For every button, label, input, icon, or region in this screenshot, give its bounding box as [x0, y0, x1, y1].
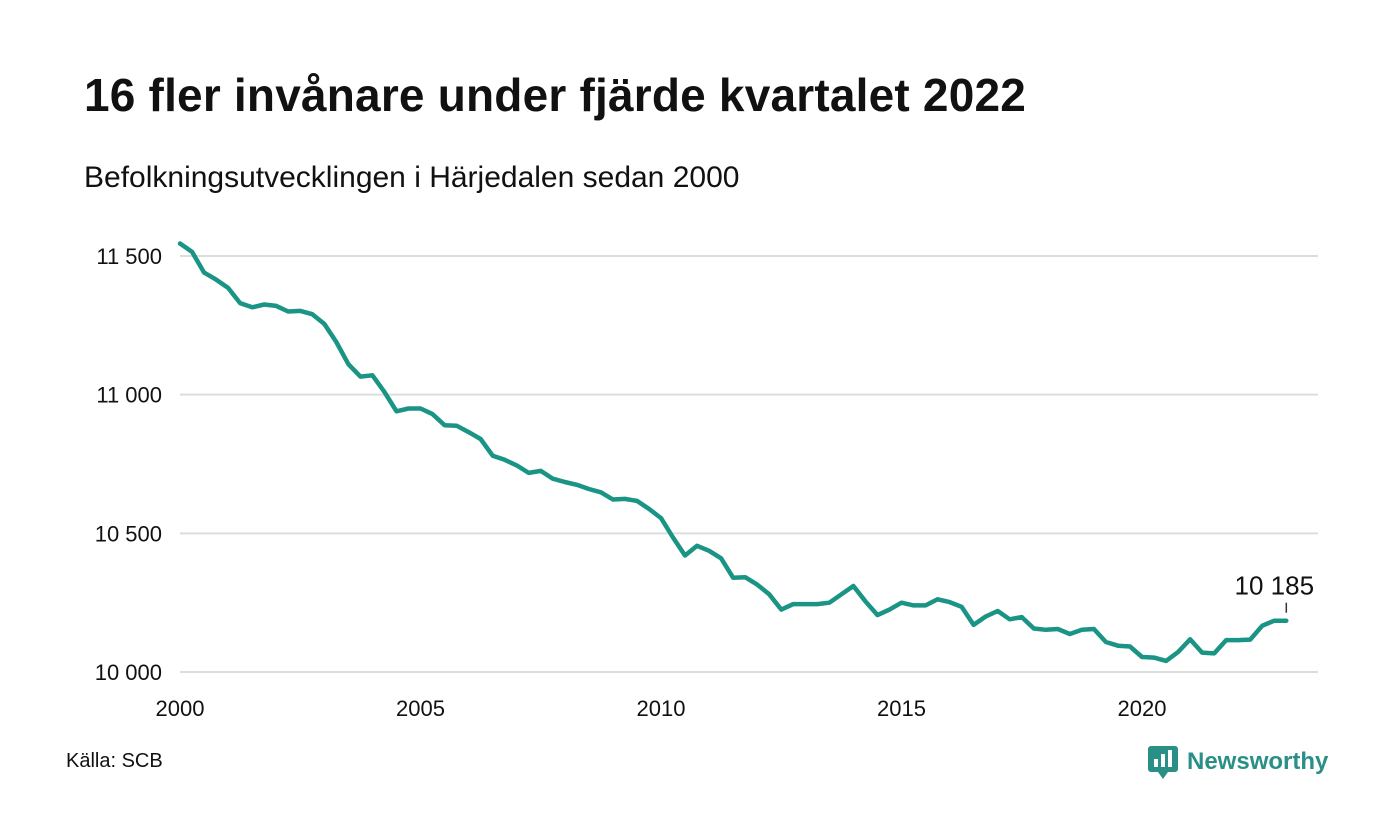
- end-value-label: 10 185: [1235, 571, 1315, 601]
- newsworthy-brand[interactable]: Newsworthy: [1148, 744, 1328, 780]
- y-tick-label: 11 500: [96, 244, 162, 269]
- x-tick-label: 2005: [396, 696, 445, 721]
- brand-name: Newsworthy: [1187, 748, 1329, 775]
- series-layer: [177, 241, 1289, 664]
- newsworthy-logo-icon: [1148, 746, 1178, 779]
- y-axis-ticks: 10 000 10 500 11 000 11 500: [95, 244, 162, 685]
- x-axis-ticks: 2000 2005 2010 2015 2020: [156, 696, 1167, 721]
- y-tick-label: 10 500: [95, 521, 162, 546]
- annotation-layer: 10 185: [1235, 571, 1315, 613]
- x-tick-label: 2020: [1118, 696, 1167, 721]
- line-chart: 10 000 10 500 11 000 11 500 2000 2005 2010 201…: [95, 241, 1318, 721]
- source-note: Källa: SCB: [66, 750, 163, 772]
- grid-lines: [180, 255, 1318, 673]
- series-line: [177, 241, 1289, 664]
- x-tick-label: 2015: [877, 696, 926, 721]
- chart-subtitle: Befolkningsutvecklingen i Härjedalen sed…: [84, 161, 740, 194]
- y-tick-label: 11 000: [96, 383, 162, 408]
- y-tick-label: 10 000: [95, 660, 162, 685]
- chart-title: 16 fler invånare under fjärde kvartalet …: [84, 69, 1027, 121]
- x-tick-label: 2010: [637, 696, 686, 721]
- x-tick-label: 2000: [156, 696, 205, 721]
